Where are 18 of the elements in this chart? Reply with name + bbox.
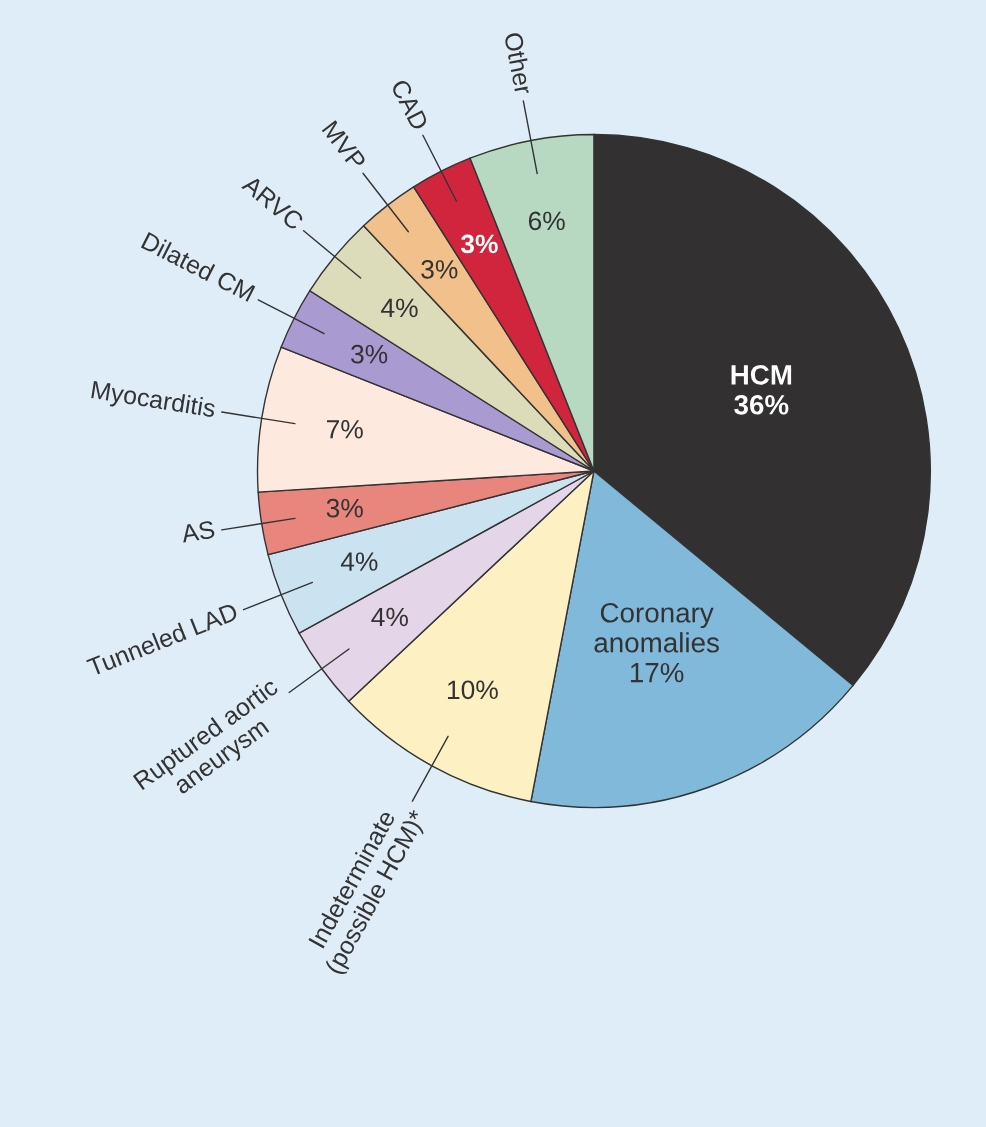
data-label: 3% (326, 498, 363, 518)
data-label: 4% (381, 298, 418, 318)
slice-label: Coronary anomalies (594, 602, 719, 653)
data-label: 6% (528, 211, 565, 231)
data-label: 3% (421, 260, 458, 279)
data-label: 17% (630, 662, 684, 683)
slice-label: Other (503, 31, 534, 96)
data-label: 3% (351, 344, 388, 364)
slice-label: AS (180, 520, 216, 543)
data-label: 3% (460, 234, 498, 254)
data-label: 10% (447, 680, 498, 700)
data-label: 36% (734, 394, 789, 415)
slice-label: Myocarditis (90, 380, 217, 423)
slice-label: HCM (731, 365, 792, 385)
slice-label: CAD (390, 78, 430, 132)
data-label: 4% (340, 552, 378, 571)
data-label: 4% (371, 607, 408, 627)
data-label: 7% (327, 420, 363, 439)
